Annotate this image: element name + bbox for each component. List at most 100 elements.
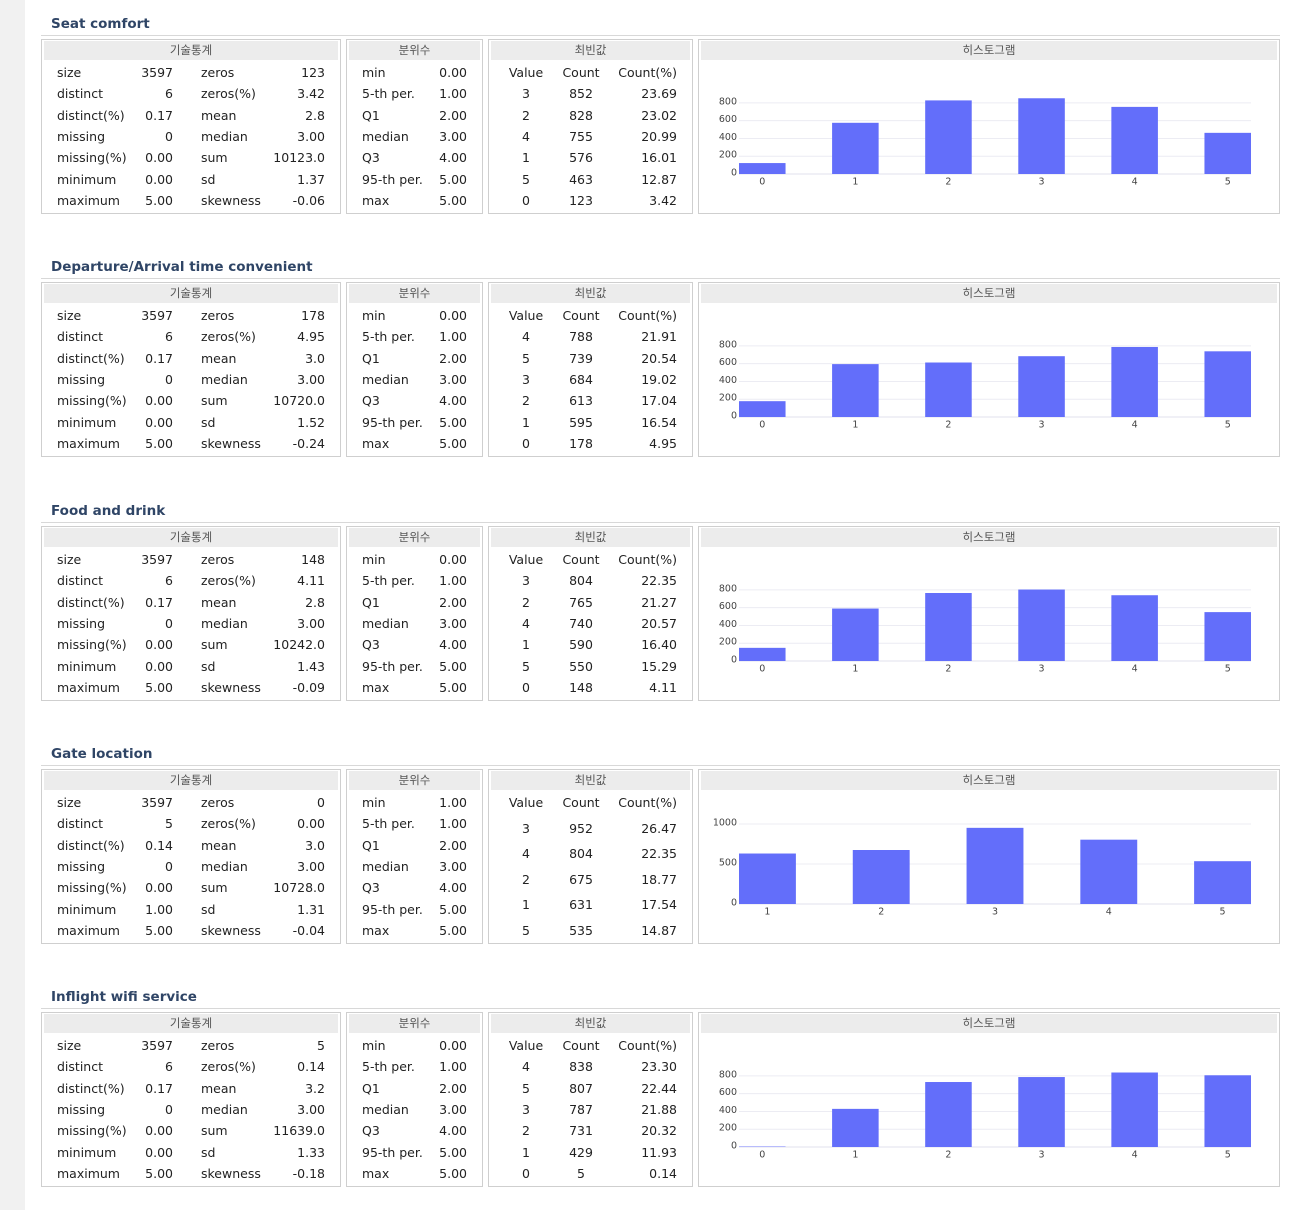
table-cell: 5.00 [439, 171, 467, 187]
table-cell: 23.02 [641, 107, 677, 123]
table-cell: median [201, 616, 248, 631]
table-cell: 21.88 [641, 1102, 677, 1117]
table-cell: 535 [569, 923, 593, 938]
x-tick-label: 2 [945, 1150, 951, 1161]
table-cell: 148 [301, 552, 325, 567]
table-cell: 178 [301, 308, 325, 323]
table-cell: 0 [165, 616, 173, 631]
x-tick-label: 0 [759, 177, 765, 188]
histogram-panel: 히스토그램 0 200 400 600 800 0 1 2 3 4 5 [698, 526, 1280, 701]
table-cell: max [362, 680, 390, 695]
table-cell: 20.54 [641, 350, 677, 366]
table-cell: 10242.0 [273, 637, 325, 653]
table-cell: zeros [201, 308, 235, 323]
bar [852, 850, 910, 904]
x-tick-label: 5 [1225, 1150, 1231, 1161]
section-divider [41, 35, 1280, 36]
table-cell: 3597 [141, 795, 173, 810]
x-tick-label: 2 [945, 664, 951, 675]
table-cell: 2 [522, 393, 530, 409]
section-title: Seat comfort [51, 16, 150, 32]
table-header: 분위수 [349, 1014, 480, 1033]
table-cell: 5 [522, 171, 530, 187]
table-cell: maximum [57, 1166, 120, 1181]
mode-table: 최빈값 Value Count Count(%) 3 804 22.35 2 765 21.27 4… [488, 526, 693, 701]
table-cell: 828 [569, 107, 593, 123]
table-cell: 6 [165, 329, 173, 345]
bar [739, 163, 786, 174]
x-tick-label: 0 [759, 420, 765, 431]
table-cell: distinct(%) [57, 107, 125, 123]
histogram-panel: 히스토그램 0 200 400 600 800 0 1 2 3 4 5 [698, 282, 1280, 457]
bar [925, 362, 972, 417]
table-cell: missing [57, 129, 106, 144]
table-cell: 0.00 [439, 1038, 467, 1053]
table-cell: 3.0 [305, 350, 325, 366]
table-cell: zeros [201, 795, 235, 810]
table-header: 분위수 [349, 41, 480, 60]
table-cell: sd [201, 171, 216, 187]
x-tick-label: 1 [852, 177, 858, 188]
table-header: 최빈값 [491, 1014, 690, 1033]
table-cell: minimum [57, 1144, 117, 1160]
x-tick-label: 4 [1106, 907, 1112, 918]
table-cell: 5.00 [145, 680, 173, 695]
table-cell: 0.17 [145, 350, 173, 366]
table-header: 기술통계 [44, 41, 338, 60]
table-cell: 0 [522, 193, 530, 208]
table-cell: min [362, 795, 386, 810]
table-cell: 4.95 [649, 436, 677, 451]
bar [1194, 861, 1251, 904]
table-header: 기술통계 [44, 284, 338, 303]
mode-table: 최빈값 Value Count Count(%) 3 952 26.47 4 804 22.35 2… [488, 769, 693, 944]
table-cell: Count [562, 552, 600, 567]
table-cell: 16.40 [641, 637, 677, 653]
table-cell: 852 [569, 86, 593, 102]
table-cell: 4.00 [439, 393, 467, 409]
y-tick-label: 600 [719, 357, 737, 368]
histogram-header: 히스토그램 [701, 41, 1277, 60]
table-cell: 550 [569, 658, 593, 674]
table-cell: 19.02 [641, 372, 677, 387]
x-tick-label: 5 [1225, 664, 1231, 675]
table-cell: 95-th per. [362, 658, 423, 674]
x-tick-label: 0 [759, 1150, 765, 1161]
y-tick-label: 600 [719, 601, 737, 612]
x-tick-label: 2 [878, 907, 884, 918]
table-cell: median [201, 372, 248, 387]
bar [925, 593, 972, 661]
table-cell: 0.00 [145, 1144, 173, 1160]
section-divider [41, 1008, 1280, 1009]
table-cell: median [362, 129, 409, 144]
table-cell: 3597 [141, 65, 173, 80]
table-cell: 0.00 [145, 171, 173, 187]
table-cell: 5 [577, 1166, 585, 1181]
bar [832, 608, 879, 661]
y-tick-label: 800 [719, 96, 737, 107]
table-cell: distinct [57, 86, 103, 102]
table-cell: 3.00 [439, 1102, 467, 1117]
section-divider [41, 522, 1280, 523]
x-tick-label: 5 [1220, 907, 1226, 918]
quantiles-table: 분위수 min 0.00 5-th per. 1.00 Q1 2.00 median 3.00 Q… [346, 39, 483, 214]
y-tick-label: 400 [719, 375, 737, 386]
table-cell: 463 [569, 171, 593, 187]
table-cell: 2.00 [439, 594, 467, 610]
table-cell: 22.44 [641, 1080, 677, 1096]
table-cell: 731 [569, 1123, 593, 1139]
table-cell: 3597 [141, 308, 173, 323]
bar [1111, 595, 1158, 661]
table-cell: min [362, 308, 386, 323]
table-cell: Count(%) [618, 552, 677, 567]
x-tick-label: 4 [1132, 1150, 1138, 1161]
table-cell: 5-th per. [362, 816, 415, 832]
table-cell: 788 [569, 329, 593, 345]
table-cell: 0.00 [145, 414, 173, 430]
sidebar-strip [0, 0, 25, 1210]
table-cell: Value [508, 795, 544, 810]
table-cell: 0 [165, 859, 173, 874]
table-cell: Q3 [362, 1123, 380, 1139]
table-cell: 0.00 [439, 552, 467, 567]
table-cell: 590 [569, 637, 593, 653]
table-cell: distinct(%) [57, 1080, 125, 1096]
